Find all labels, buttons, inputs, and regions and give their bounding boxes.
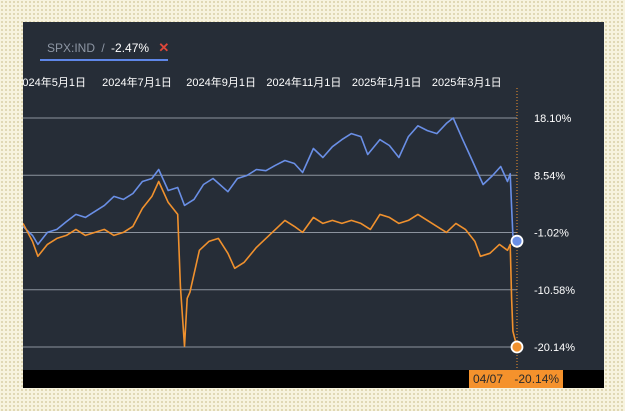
legend-change: -2.47% <box>111 41 150 55</box>
legend-ticker[interactable]: SPX:IND <box>47 41 96 55</box>
marker-layer <box>510 234 524 354</box>
x-tick-label: 2025年3月1日 <box>432 75 502 89</box>
grid-layer <box>23 88 518 370</box>
series-line-1 <box>23 117 518 246</box>
y-tick-label: -10.58% <box>534 285 575 297</box>
x-tick-label: 2024年11月1日 <box>266 75 341 89</box>
series-end-marker-2 <box>510 340 524 354</box>
series-line-2 <box>23 180 518 348</box>
crosshair-badge: 04/07 -20.14% <box>469 370 564 388</box>
y-tick-label: -1.02% <box>534 228 569 240</box>
chart-panel: SPX:IND / -2.47% ✕ 024年5月1日 2024年7月1日 2024… <box>23 22 604 388</box>
x-axis-bar <box>23 370 604 388</box>
x-tick-label: 2024年9月1日 <box>186 75 256 89</box>
legend: SPX:IND / -2.47% ✕ <box>47 40 169 58</box>
legend-separator: / <box>101 41 105 55</box>
crosshair-date: 04/07 <box>473 372 504 386</box>
x-tick-label: 024年5月1日 <box>23 75 86 89</box>
crosshair-value: -20.14% <box>514 372 560 386</box>
x-tick-label: 2024年7月1日 <box>102 75 172 89</box>
y-axis-ticks: 18.10% 8.54% -1.02% -10.58% -20.14% <box>534 113 575 354</box>
line-chart[interactable]: 024年5月1日 2024年7月1日 2024年9月1日 2024年11月1日 2025… <box>23 22 604 370</box>
x-axis-ticks: 024年5月1日 2024年7月1日 2024年9月1日 2024年11月1日 2025… <box>23 75 502 89</box>
series-end-marker-1 <box>510 234 524 248</box>
remove-series-icon[interactable]: ✕ <box>158 40 170 55</box>
y-tick-label: 8.54% <box>534 170 565 182</box>
x-tick-label: 2025年1月1日 <box>352 75 422 89</box>
series-layer <box>23 117 518 348</box>
y-tick-label: 18.10% <box>534 113 572 125</box>
legend-underline <box>40 59 168 61</box>
y-tick-label: -20.14% <box>534 342 575 354</box>
